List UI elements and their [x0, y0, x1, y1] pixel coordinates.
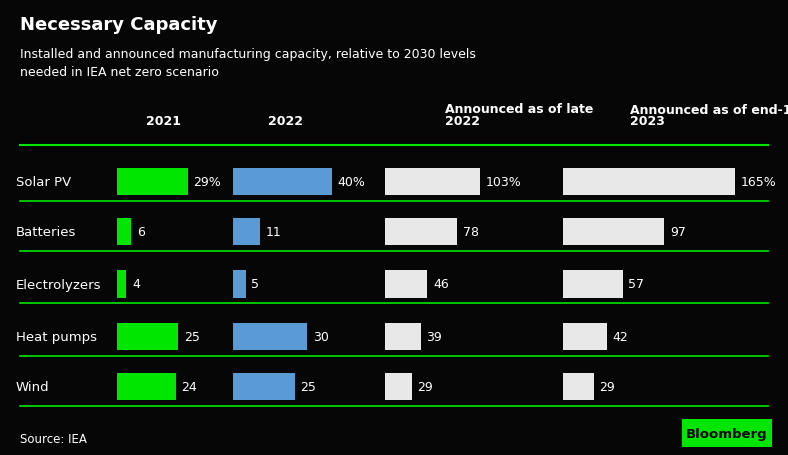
Text: Announced as of end-1Q: Announced as of end-1Q: [630, 103, 788, 116]
Text: 5: 5: [251, 278, 259, 291]
Text: 57: 57: [628, 278, 645, 291]
Text: 103%: 103%: [486, 176, 522, 188]
Text: 25: 25: [184, 330, 199, 343]
Text: 2021: 2021: [146, 114, 180, 127]
Text: 30: 30: [313, 330, 329, 343]
Text: 11: 11: [266, 226, 281, 238]
Text: 6: 6: [137, 226, 145, 238]
Text: Heat pumps: Heat pumps: [16, 330, 97, 343]
Text: Installed and announced manufacturing capacity, relative to 2030 levels
needed i: Installed and announced manufacturing ca…: [20, 48, 476, 79]
Text: 25: 25: [300, 380, 316, 393]
Text: 46: 46: [433, 278, 448, 291]
Text: Wind: Wind: [16, 380, 50, 393]
Text: 29: 29: [417, 380, 433, 393]
Text: 24: 24: [181, 380, 197, 393]
Text: Batteries: Batteries: [16, 226, 76, 238]
Text: 78: 78: [463, 226, 478, 238]
Text: 29: 29: [599, 380, 615, 393]
Text: Necessary Capacity: Necessary Capacity: [20, 16, 217, 34]
Text: Bloomberg: Bloomberg: [686, 427, 768, 440]
Text: Electrolyzers: Electrolyzers: [16, 278, 102, 291]
Text: 40%: 40%: [337, 176, 365, 188]
Text: 2022: 2022: [445, 114, 480, 127]
Text: 2023: 2023: [630, 114, 665, 127]
Text: Source: IEA: Source: IEA: [20, 432, 87, 445]
Text: Solar PV: Solar PV: [16, 176, 71, 188]
Text: Announced as of late: Announced as of late: [445, 103, 593, 116]
Text: 42: 42: [612, 330, 628, 343]
Text: 2022: 2022: [268, 114, 303, 127]
Text: 165%: 165%: [741, 176, 776, 188]
Text: 4: 4: [132, 278, 139, 291]
Text: 29%: 29%: [194, 176, 221, 188]
Text: 39: 39: [426, 330, 442, 343]
Text: 97: 97: [670, 226, 686, 238]
